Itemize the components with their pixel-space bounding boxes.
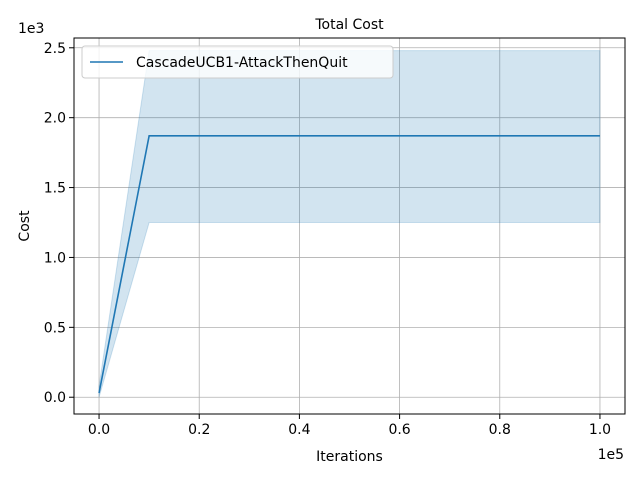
- y-tick-label: 2.5: [44, 41, 66, 57]
- legend-label: CascadeUCB1-AttackThenQuit: [136, 55, 348, 71]
- y-tick-label: 0.0: [44, 390, 66, 406]
- legend-box: [81, 45, 394, 79]
- x-axis-label: Iterations: [316, 449, 383, 465]
- x-axis-multiplier: 1e5: [598, 447, 624, 463]
- y-tick-label: 1.0: [44, 250, 66, 266]
- y-axis-label: Cost: [17, 210, 33, 242]
- chart-title: Total Cost: [314, 17, 384, 33]
- x-axis: 0.0 0.2 0.4 0.6 0.8 1.0: [88, 414, 611, 438]
- x-tick-label: 1.0: [589, 422, 611, 438]
- x-tick-label: 0.0: [88, 422, 110, 438]
- series-line: [98, 135, 600, 394]
- y-tick-label: 1.5: [44, 181, 66, 197]
- grid: [74, 38, 625, 414]
- plot-frame: [73, 37, 626, 415]
- x-tick-label: 0.2: [188, 422, 210, 438]
- x-tick-label: 0.4: [288, 422, 310, 438]
- y-tick-label: 0.5: [44, 320, 66, 336]
- x-tick-label: 0.8: [489, 422, 511, 438]
- series-line-layer: [98, 135, 600, 394]
- x-tick-label: 0.6: [388, 422, 410, 438]
- legend: CascadeUCB1-AttackThenQuit: [81, 45, 394, 79]
- y-tick-label: 2.0: [44, 111, 66, 127]
- y-axis-multiplier: 1e3: [18, 21, 44, 37]
- y-axis: 0.0 0.5 1.0 1.5 2.0 2.5: [44, 41, 74, 406]
